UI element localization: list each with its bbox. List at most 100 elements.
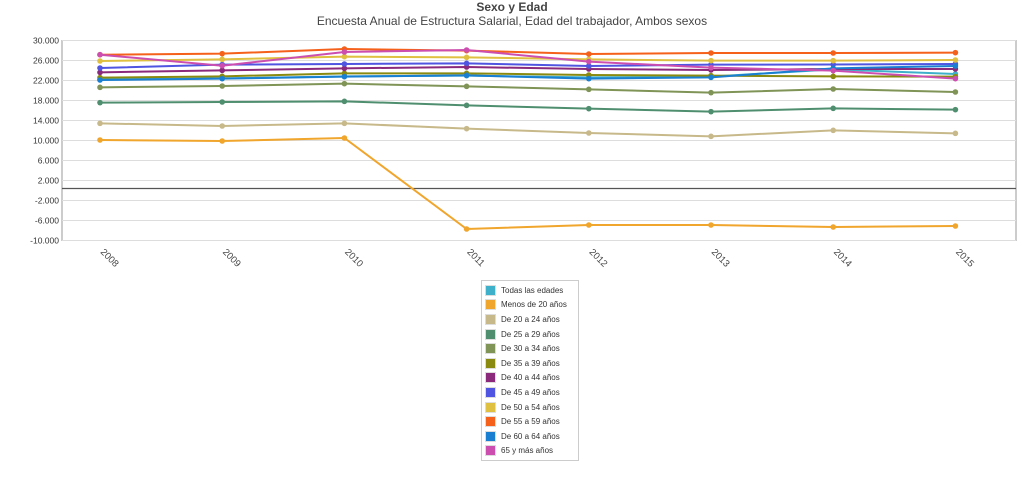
data-point	[830, 61, 836, 68]
data-point	[341, 120, 348, 127]
legend-item[interactable]: Menos de 20 años	[485, 298, 575, 313]
x-tick-label: 2008	[98, 247, 121, 270]
data-point	[97, 77, 103, 83]
chart-title: Sexo y Edad	[476, 0, 548, 14]
y-tick-label: 2.000	[38, 176, 60, 186]
series-line	[99, 72, 956, 79]
data-point	[830, 127, 836, 134]
legend-label: De 35 a 39 años	[501, 358, 560, 368]
data-point	[708, 108, 714, 115]
series-line	[99, 82, 956, 94]
data-point	[341, 61, 348, 67]
data-point	[952, 75, 959, 82]
x-tick-label: 2009	[220, 247, 243, 270]
data-point	[463, 60, 470, 67]
chart-subtitle: Encuesta Anual de Estructura Salarial, E…	[316, 14, 708, 28]
legend-label: De 25 a 29 años	[501, 329, 560, 339]
legend-item[interactable]: De 45 a 49 años	[485, 385, 575, 400]
series-line	[99, 136, 956, 231]
series-line	[99, 62, 956, 69]
legend-item[interactable]: De 60 a 64 años	[485, 429, 575, 444]
legend-swatch	[485, 299, 496, 311]
legend-swatch	[485, 386, 496, 398]
legend-item[interactable]: Todas las edades	[485, 283, 575, 298]
line-chart: 30.000 26.000 22.000 18.000 14.000 10.000 6.00…	[30, 36, 1017, 270]
data-point	[586, 86, 592, 93]
data-point	[708, 133, 714, 140]
x-tick-label: 2011	[464, 247, 486, 269]
legend-label: De 20 a 24 años	[501, 314, 560, 324]
data-point	[97, 137, 103, 143]
legend-label: De 50 a 54 años	[501, 402, 560, 412]
series-line	[99, 47, 956, 56]
data-point	[219, 83, 225, 89]
data-point	[708, 64, 714, 71]
data-point	[952, 106, 959, 113]
data-point	[586, 222, 592, 228]
legend-item[interactable]: 65 y más años	[485, 444, 575, 459]
legend-item[interactable]: De 30 a 34 años	[485, 341, 575, 356]
legend-item[interactable]: De 40 a 44 años	[485, 371, 575, 386]
x-tick-label: 2010	[342, 247, 365, 270]
legend-item[interactable]: De 35 a 39 años	[485, 356, 575, 371]
data-point	[830, 57, 836, 64]
data-point	[586, 75, 592, 82]
data-point	[952, 130, 959, 137]
series-line	[99, 48, 956, 80]
y-tick-label: 26.000	[33, 56, 59, 66]
data-point	[830, 67, 836, 74]
data-point	[97, 120, 103, 127]
data-point	[341, 80, 348, 87]
data-point	[341, 53, 348, 60]
data-point	[830, 50, 836, 56]
legend-swatch	[485, 313, 496, 325]
data-point	[463, 83, 470, 90]
data-point	[97, 51, 103, 58]
data-point	[463, 47, 470, 53]
data-point	[341, 98, 348, 105]
data-point	[219, 50, 225, 57]
data-point	[586, 58, 592, 65]
legend-item[interactable]: De 50 a 54 años	[485, 400, 575, 415]
y-tick-label: 22.000	[33, 76, 59, 86]
legend-label: De 40 a 44 años	[501, 373, 560, 383]
data-point	[952, 89, 959, 95]
data-point	[341, 65, 348, 72]
x-tick-label: 2013	[709, 247, 732, 270]
data-point	[463, 54, 470, 61]
legend-label: 65 y más años	[501, 446, 554, 456]
data-point	[830, 86, 836, 92]
data-point	[341, 135, 348, 141]
y-tick-label: 30.000	[33, 36, 59, 46]
legend-item[interactable]: De 55 a 59 años	[485, 414, 575, 429]
data-point	[830, 105, 836, 112]
legend-item[interactable]: De 25 a 29 años	[485, 327, 575, 342]
y-tick-label: -2.000	[35, 196, 59, 206]
legend-swatch	[485, 401, 496, 413]
data-point	[219, 67, 225, 74]
legend-swatch	[485, 430, 496, 442]
data-point	[97, 99, 103, 106]
legend-item[interactable]: De 20 a 24 años	[485, 312, 575, 327]
legend: Todas las edades Menos de 20 años De 20 a …	[481, 280, 579, 462]
data-point	[952, 63, 959, 69]
data-point	[952, 223, 959, 229]
y-tick-label: 10.000	[33, 136, 59, 146]
legend-label: De 30 a 34 años	[501, 344, 560, 354]
data-point	[952, 49, 959, 56]
legend-swatch	[485, 284, 496, 296]
legend-swatch	[485, 416, 496, 428]
data-point	[219, 62, 225, 69]
data-point	[463, 72, 470, 79]
data-point	[830, 224, 836, 230]
legend-swatch	[485, 372, 496, 384]
y-tick-label: -10.000	[30, 236, 59, 246]
series-line	[99, 122, 956, 138]
data-point	[708, 222, 714, 228]
legend-swatch	[485, 357, 496, 369]
data-point	[708, 74, 714, 81]
x-tick-label: 2014	[831, 247, 854, 270]
data-point	[97, 84, 103, 91]
data-point	[341, 49, 348, 55]
y-tick-label: -6.000	[35, 216, 59, 226]
